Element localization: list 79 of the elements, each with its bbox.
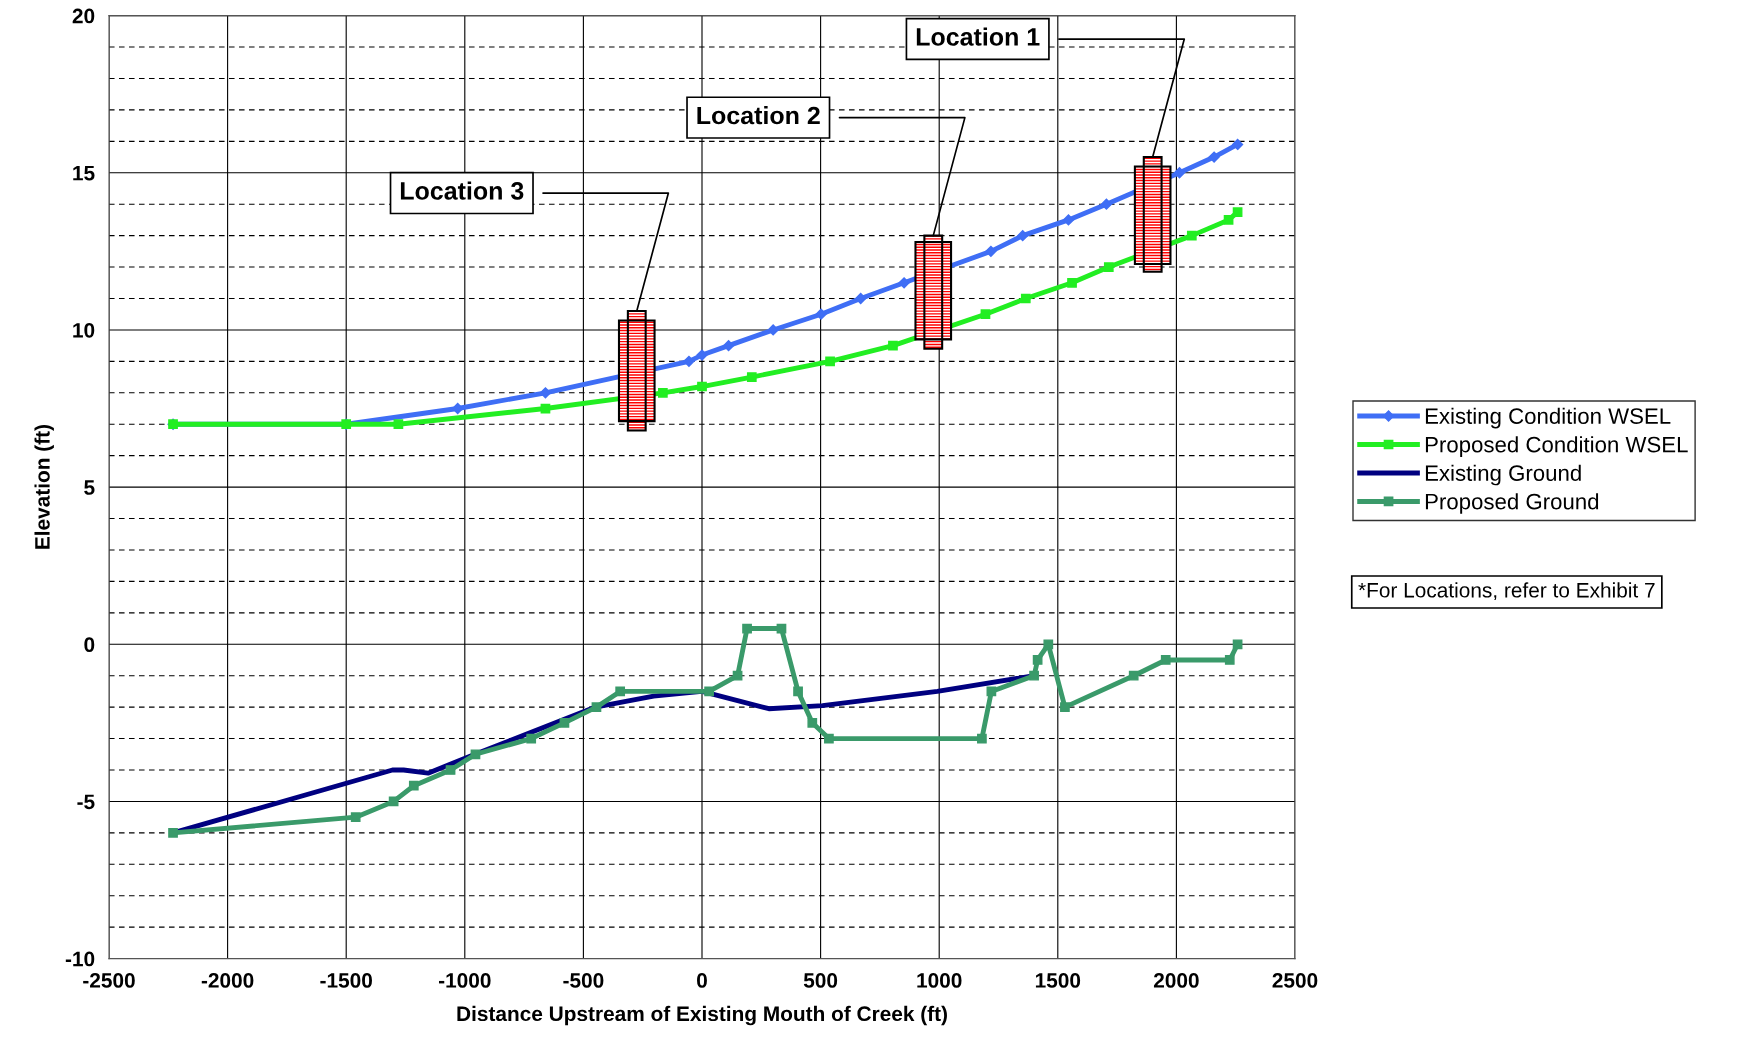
legend-label: Existing Ground <box>1425 464 1581 486</box>
point <box>980 309 991 320</box>
annotation: Location 1 <box>916 27 1040 46</box>
point <box>1062 214 1075 226</box>
point <box>445 765 456 775</box>
point <box>1103 262 1114 272</box>
point <box>408 780 419 791</box>
y-tick-label: -5 <box>77 794 95 810</box>
point <box>742 623 752 634</box>
x-tick-label: 2500 <box>1272 973 1318 988</box>
legend-label: Proposed Ground <box>1425 493 1599 514</box>
point <box>697 381 707 392</box>
point <box>977 733 987 744</box>
point <box>615 686 626 697</box>
point <box>658 387 668 398</box>
point <box>393 419 404 430</box>
point <box>1232 639 1243 650</box>
point <box>824 733 834 744</box>
point <box>591 702 602 712</box>
y-tick-label: -10 <box>65 951 95 967</box>
point <box>1029 670 1039 681</box>
point <box>767 324 779 336</box>
point <box>168 828 178 838</box>
point <box>888 340 898 351</box>
y-tick-label: 5 <box>84 480 95 495</box>
annotation: Location 2 <box>697 105 820 125</box>
point <box>683 355 695 367</box>
point <box>1232 207 1243 217</box>
y-axis-title: Elevation (ft) <box>34 425 54 549</box>
point <box>1017 230 1029 242</box>
point <box>807 717 818 728</box>
point <box>470 749 481 760</box>
point <box>1128 670 1139 681</box>
y-tick-label: 0 <box>84 637 95 653</box>
point <box>1223 215 1234 225</box>
point <box>1224 655 1235 665</box>
point <box>815 308 827 320</box>
x-tick-label: 0 <box>697 973 707 988</box>
x-tick-label: -2500 <box>83 973 135 988</box>
point <box>350 812 361 823</box>
point <box>526 733 537 744</box>
x-tick-label: 1500 <box>1035 973 1081 988</box>
x-tick-label: -1500 <box>320 973 372 988</box>
point <box>1067 277 1077 288</box>
legend-label: Existing Condition WSEL <box>1425 407 1671 429</box>
point <box>825 356 835 367</box>
point <box>793 686 803 697</box>
x-tick-label: -500 <box>563 973 604 988</box>
point <box>898 277 910 289</box>
point <box>559 717 570 728</box>
x-tick-label: -2000 <box>201 973 254 988</box>
annotation: Location 3 <box>400 181 524 200</box>
x-tick-label: 2000 <box>1153 973 1199 988</box>
point <box>1020 293 1031 304</box>
point <box>732 670 743 681</box>
point <box>722 340 735 352</box>
point <box>1186 230 1197 241</box>
point <box>1208 151 1220 163</box>
point <box>1100 198 1113 210</box>
x-tick-label: 1000 <box>917 973 962 988</box>
y-tick-label: 15 <box>73 165 95 181</box>
point <box>985 245 997 257</box>
point <box>746 372 757 382</box>
point <box>1231 138 1244 151</box>
x-tick-label: 500 <box>803 973 838 988</box>
point <box>1060 702 1070 712</box>
x-axis-title: Distance Upstream of Existing Mouth of Creek (ft) <box>457 1005 947 1026</box>
point <box>1160 655 1171 665</box>
text: *For Locations, refer to Exhibit 7 <box>1358 582 1655 601</box>
point <box>388 796 399 807</box>
x-tick-label: -1000 <box>438 973 491 988</box>
point <box>1173 167 1186 179</box>
point <box>1032 655 1043 665</box>
y-tick-label: 10 <box>73 322 95 338</box>
point <box>704 686 714 697</box>
point <box>1043 639 1054 650</box>
y-tick-label: 20 <box>72 8 95 24</box>
point <box>855 292 867 305</box>
legend-label: Proposed Condition WSEL <box>1425 436 1688 457</box>
